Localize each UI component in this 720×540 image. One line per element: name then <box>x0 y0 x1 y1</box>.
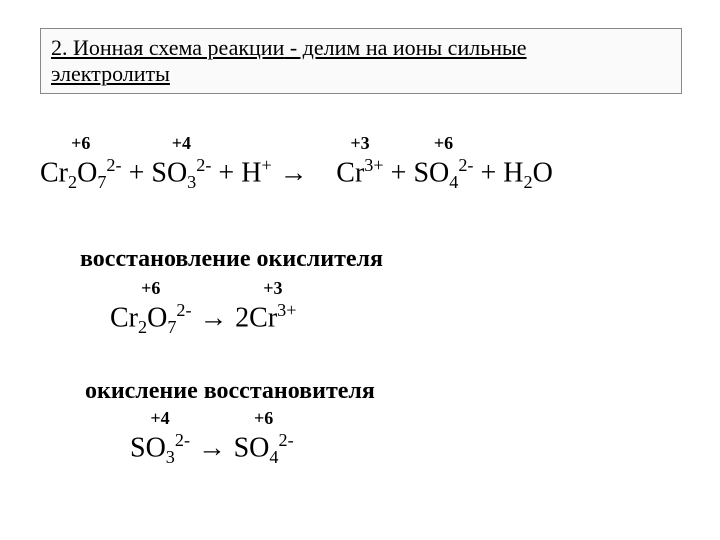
reduction-equation: +6Cr2O72- → 2+3Cr3+ <box>110 300 297 338</box>
eq2-ox-right: +3 <box>249 278 296 299</box>
eq3-left-term: +4SO32- <box>130 430 190 468</box>
title-box: 2. Ионная схема реакции - делим на ионы … <box>40 28 682 94</box>
eq3-ox-right: +6 <box>234 408 294 429</box>
ox-state-s-left: +4 <box>151 133 211 154</box>
arrow-1: → <box>272 156 316 187</box>
plus-1: + <box>122 157 152 188</box>
main-equation: +6Cr2O72- + +4SO32- + H+ → +3Cr3+ + +6SO… <box>40 155 553 193</box>
plus-4: + <box>473 157 503 188</box>
title-prefix: 2. Ионная схема реакции <box>51 35 284 60</box>
h-symbol: H <box>241 157 261 188</box>
h2o-h: H <box>503 157 523 188</box>
eq3-so3: SO <box>130 432 166 463</box>
eq2-coef: 2 <box>235 302 249 333</box>
h2o-o: O <box>533 157 553 188</box>
arrow-2: → <box>192 301 236 332</box>
plus-3: + <box>384 157 414 188</box>
eq3-right-term: +6SO42- <box>234 430 294 468</box>
eq2-ox-left: +6 <box>110 278 192 299</box>
cr3-term: +3Cr3+ <box>336 155 383 189</box>
oxidation-title: окисление восстановителя <box>85 378 375 405</box>
so3-term: +4SO32- <box>151 155 211 193</box>
cr3-symbol: Cr <box>336 157 364 188</box>
eq2-left-term: +6Cr2O72- <box>110 300 192 338</box>
eq2-cr: Cr <box>110 302 138 333</box>
title-mid: - делим на ионы сильные <box>284 35 526 60</box>
oxidation-equation: +4SO32- → +6SO42- <box>130 430 294 468</box>
eq3-ox-left: +4 <box>130 408 190 429</box>
cr2o7-term: +6Cr2O72- <box>40 155 122 193</box>
ox-state-cr-left: +6 <box>40 133 122 154</box>
eq2-o: O <box>147 302 167 333</box>
plus-2: + <box>211 157 241 188</box>
so4-term: +6SO42- <box>413 155 473 193</box>
eq2-right-term: +3Cr3+ <box>249 300 296 334</box>
eq3-so4: SO <box>234 432 270 463</box>
title-line2: электролиты <box>51 61 170 86</box>
so-symbol: SO <box>151 157 187 188</box>
title-text: 2. Ионная схема реакции - делим на ионы … <box>51 35 671 87</box>
reduction-title: восстановление окислителя <box>80 246 383 273</box>
arrow-3: → <box>190 431 234 462</box>
o-symbol: O <box>77 157 97 188</box>
ox-state-s-right: +6 <box>413 133 473 154</box>
cr-symbol: Cr <box>40 157 68 188</box>
ox-state-cr-right: +3 <box>336 133 383 154</box>
so4-symbol: SO <box>413 157 449 188</box>
eq2-cr3: Cr <box>249 302 277 333</box>
